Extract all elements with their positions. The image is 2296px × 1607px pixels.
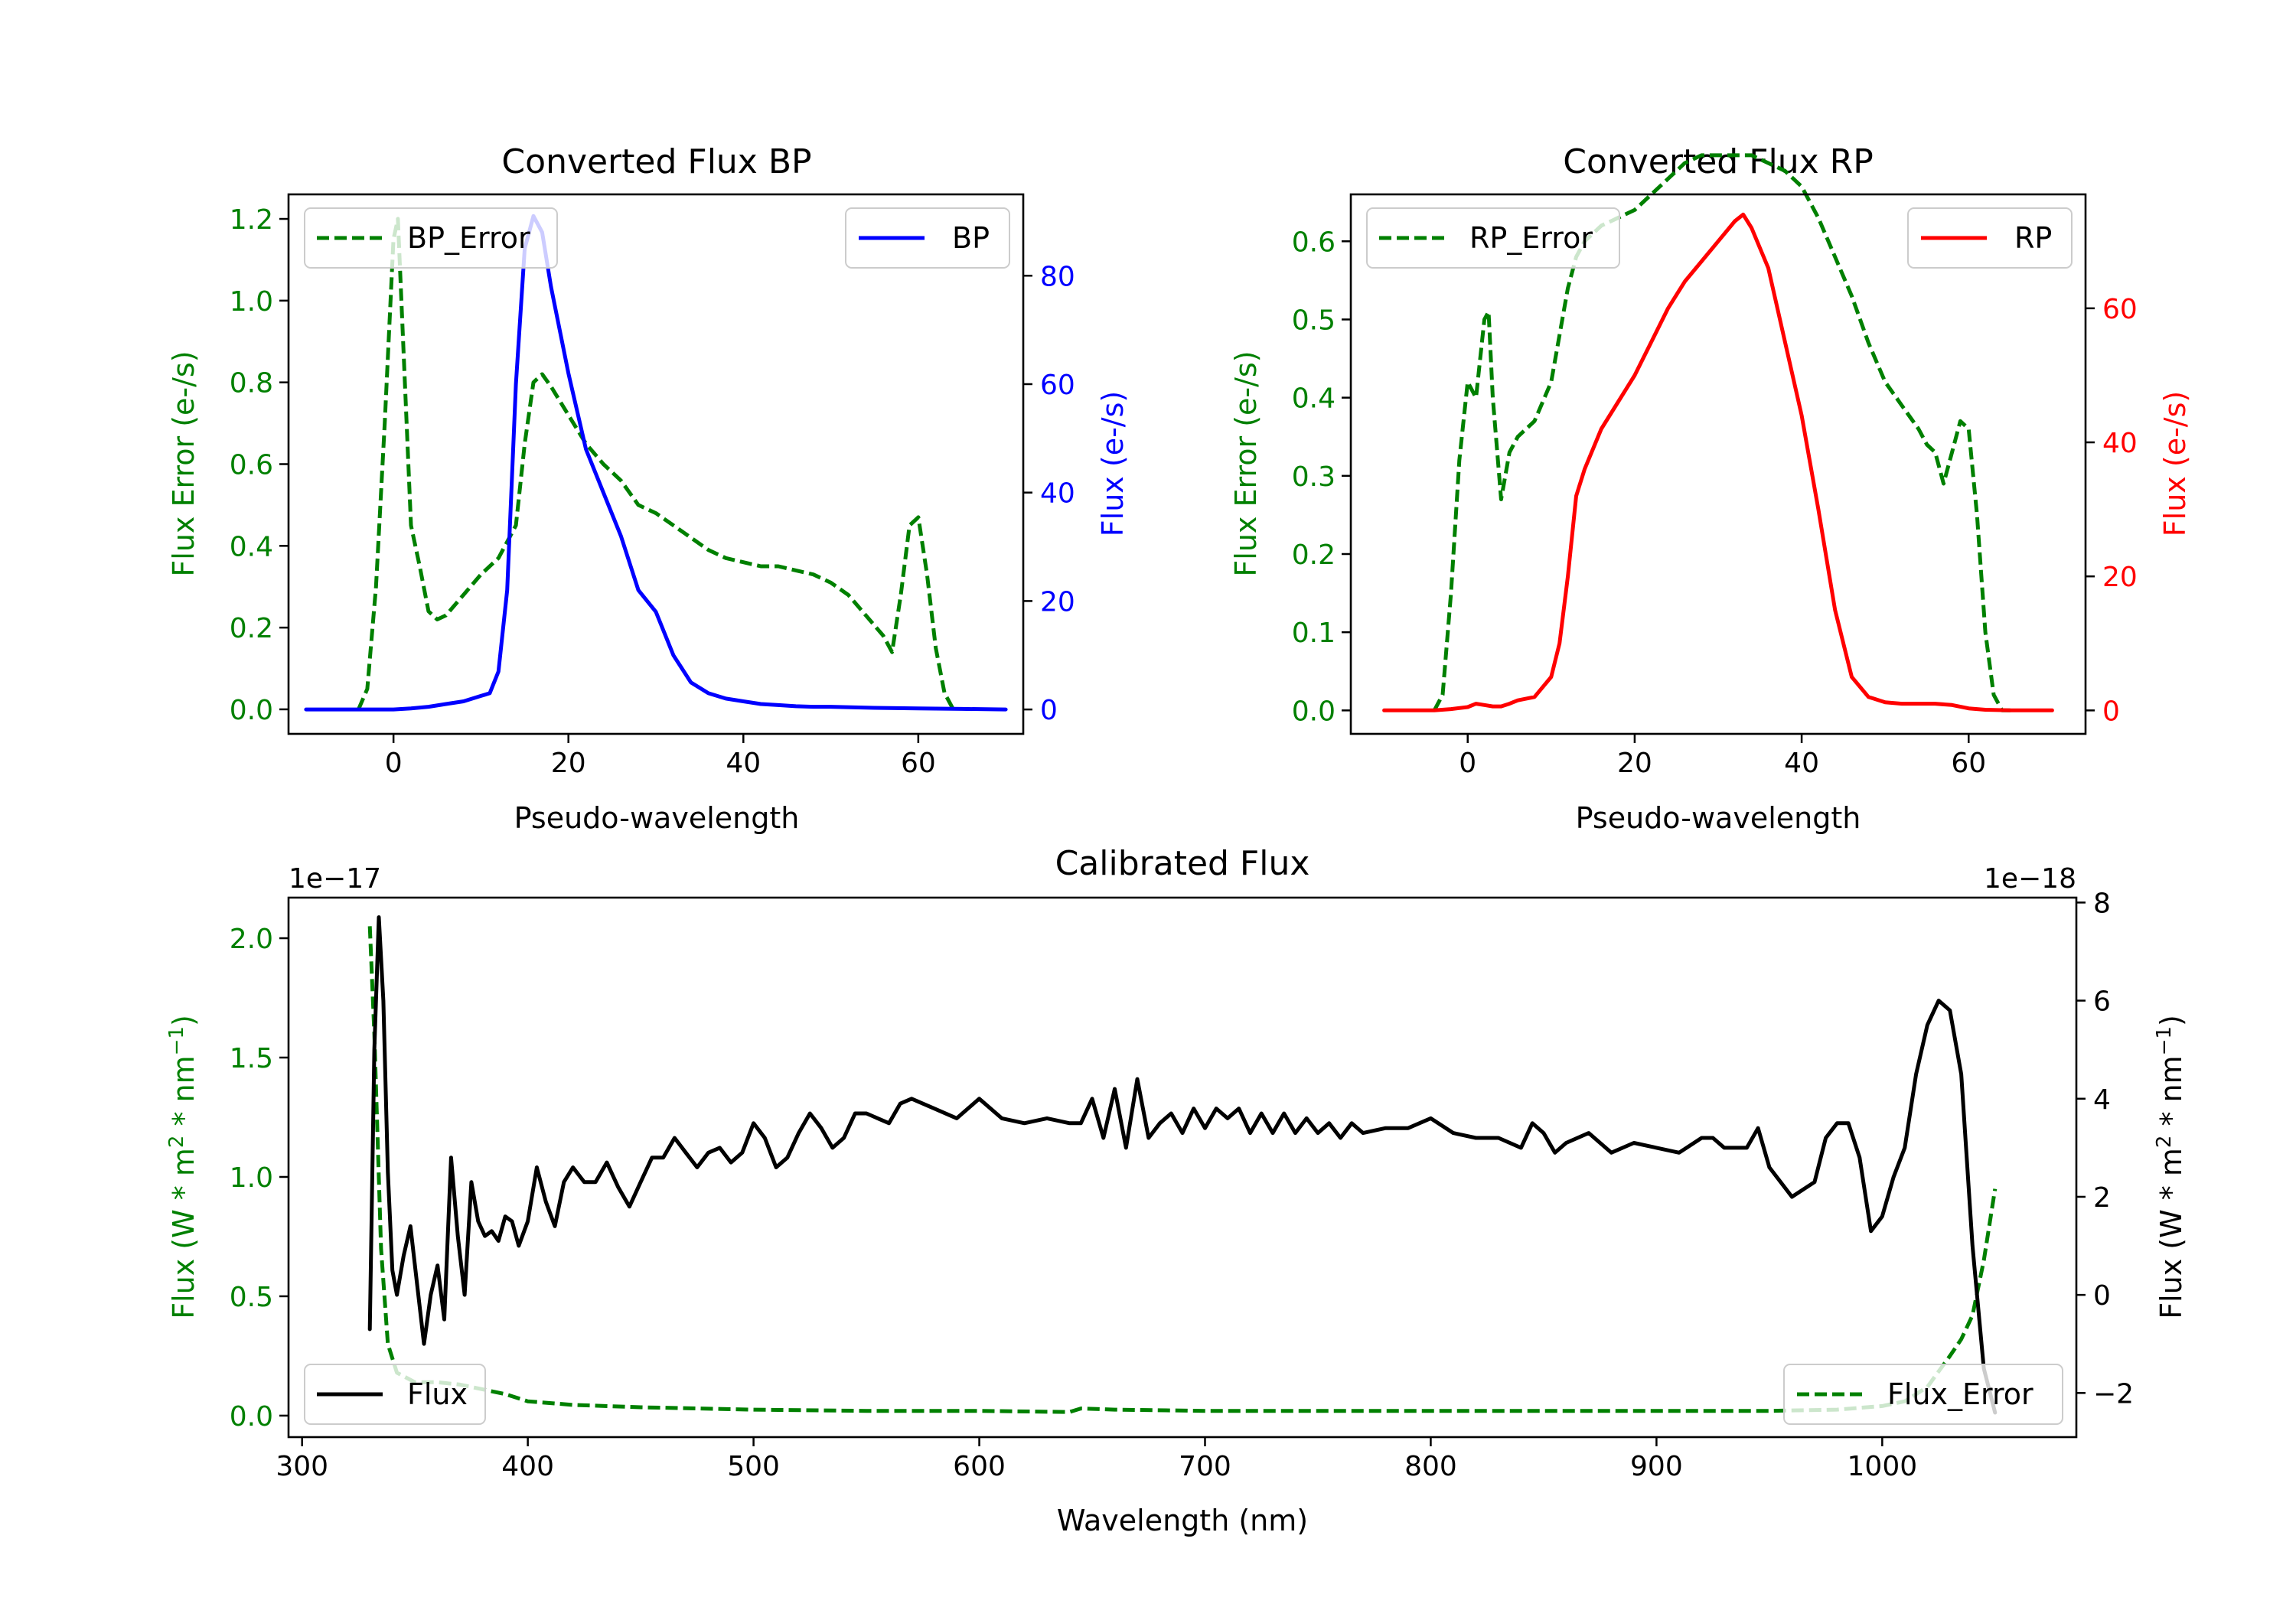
cal-ytick-right-label: 6 [2093,986,2111,1018]
cal-ytick-right-label: 0 [2093,1280,2111,1312]
rp-ytick-left-label: 0.4 [1292,383,1336,415]
rp-ytick-left-label: 0.5 [1292,305,1336,336]
cal-ytick-right-label: −2 [2093,1378,2134,1410]
rp-xlabel: Pseudo-wavelength [1576,801,1861,835]
rp-ytick-left-label: 0.6 [1292,227,1336,258]
cal-legend-flux-label: Flux [407,1377,468,1411]
rp-ylabel-left: Flux Error (e-/s) [1229,350,1263,576]
rp-xtick-label: 60 [1951,748,1986,779]
bp-ytick-left-label: 0.6 [230,450,273,481]
cal-title: Calibrated Flux [1055,844,1310,883]
rp-ytick-right-label: 40 [2102,428,2138,459]
bp-legend-right: BP [845,207,1010,269]
bp-ytick-left-label: 1.2 [230,204,273,236]
cal-offset-left: 1e−17 [289,863,381,895]
cal-ytick-left-label: 0.5 [230,1282,273,1313]
cal-xlabel: Wavelength (nm) [1057,1504,1308,1537]
bp-ytick-left-label: 0.0 [230,695,273,726]
rp-xtick-label: 20 [1617,748,1652,779]
rp-legend-right: RP [1907,207,2073,269]
cal-xtick-label: 1000 [1848,1451,1918,1482]
rp-legend-error-label: RP_Error [1469,221,1593,255]
rp-xtick-label: 40 [1784,748,1819,779]
bp-ytick-left-label: 0.2 [230,613,273,644]
bp-ytick-left-label: 1.0 [230,286,273,318]
cal-ytick-right-label: 2 [2093,1182,2111,1214]
rp-legend-left: RP_Error [1366,207,1620,269]
bp-ylabel-right: Flux (e-/s) [1096,391,1130,536]
bp-xtick-label: 20 [551,748,586,779]
bp-ytick-right-label: 20 [1040,586,1075,618]
cal-xtick-label: 300 [276,1451,328,1482]
cal-panel: Calibrated Flux 1e−17 1e−18 300 400 500 600… [165,844,2188,1537]
cal-xtick-label: 800 [1404,1451,1457,1482]
cal-xtick-label: 600 [953,1451,1006,1482]
cal-ytick-left-label: 1.0 [230,1162,273,1194]
rp-axes-frame [1349,193,2087,735]
bp-title: Converted Flux BP [501,142,811,181]
rp-ytick-right-label: 60 [2102,294,2138,325]
cal-offset-right: 1e−18 [1984,863,2076,895]
cal-xtick-label: 400 [501,1451,554,1482]
bp-axes-frame [287,193,1025,735]
bp-legend-error-label: BP_Error [407,221,530,255]
bp-ytick-right-label: 0 [1040,695,1058,726]
cal-legend-right: Flux_Error [1783,1364,2063,1425]
cal-ytick-left-label: 2.0 [230,924,273,955]
rp-ytick-left-label: 0.1 [1292,618,1336,649]
cal-ytick-right-label: 8 [2093,888,2111,919]
bp-ytick-left-label: 0.8 [230,368,273,399]
rp-ytick-left-label: 0.3 [1292,461,1336,493]
cal-legend-error-label: Flux_Error [1887,1377,2033,1411]
bp-ylabel-left: Flux Error (e-/s) [167,350,201,576]
cal-xtick-label: 500 [727,1451,780,1482]
bp-series-bp [304,214,1008,712]
bp-ytick-right-label: 60 [1040,370,1075,401]
bp-ytick-right-label: 40 [1040,478,1075,510]
rp-ytick-right-label: 0 [2102,696,2120,727]
rp-xtick-label: 0 [1459,748,1476,779]
bp-xtick-label: 40 [726,748,761,779]
bp-series-bp-error [357,217,955,711]
rp-panel: Converted Flux RP 0 20 40 60 0.0 0.1 0.2 0.3 0.4… [1229,142,2192,835]
rp-series-rp-error [1432,153,2011,712]
rp-ylabel-right: Flux (e-/s) [2158,391,2192,536]
cal-legend-left: Flux [304,1364,486,1425]
bp-legend-flux-label: BP [952,221,990,255]
rp-title: Converted Flux RP [1563,142,1874,181]
bp-xlabel: Pseudo-wavelength [514,801,800,835]
cal-ytick-left-label: 0.0 [230,1401,273,1433]
cal-axes-frame [287,896,2078,1439]
bp-legend-left: BP_Error [304,207,558,269]
rp-legend-flux-label: RP [2014,221,2052,255]
bp-ytick-right-label: 80 [1040,261,1075,292]
bp-ytick-left-label: 0.4 [230,531,273,562]
cal-ylabel-left: Flux (W * m2 * nm−1) [165,1015,201,1319]
cal-xtick-label: 900 [1630,1451,1683,1482]
cal-ytick-right-label: 4 [2093,1084,2111,1116]
bp-panel: Converted Flux BP 0 20 40 60 0.0 0.2 0.4 0.6 0.8… [167,142,1130,835]
cal-series-flux [367,915,1998,1415]
cal-xtick-label: 700 [1179,1451,1231,1482]
rp-ytick-left-label: 0.2 [1292,539,1336,571]
cal-ytick-left-label: 1.5 [230,1043,273,1074]
rp-ytick-left-label: 0.0 [1292,696,1336,727]
cal-ylabel-right: Flux (W * m2 * nm−1) [2153,1015,2188,1319]
rp-ytick-right-label: 20 [2102,562,2138,593]
bp-xtick-label: 0 [385,748,403,779]
bp-xtick-label: 60 [901,748,936,779]
rp-series-rp [1382,212,2054,712]
